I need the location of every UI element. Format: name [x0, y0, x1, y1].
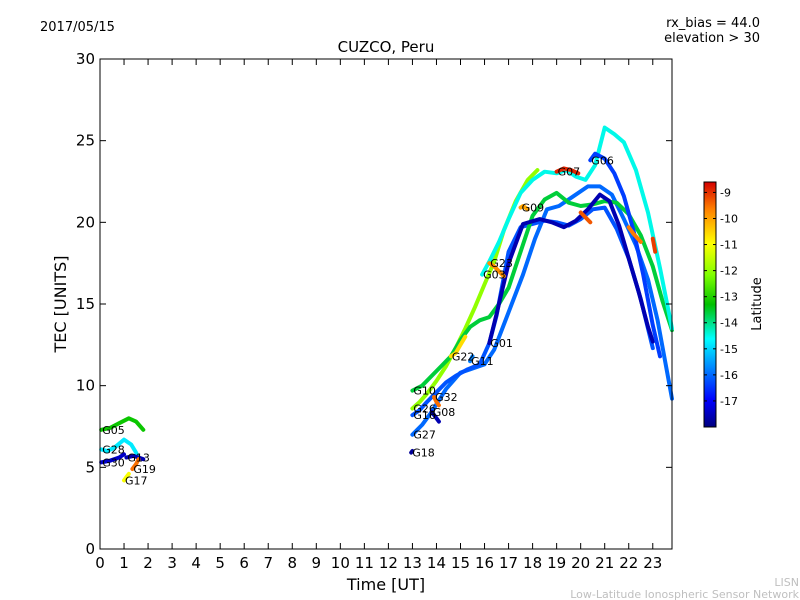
colorbar-label: Latitude	[750, 277, 765, 331]
x-tick-label: 2	[143, 554, 153, 572]
trace-g08	[429, 409, 441, 424]
x-tick-label: 15	[451, 554, 470, 572]
trace-g18	[409, 449, 415, 455]
label-g03: G03	[483, 269, 506, 282]
trace-g09	[518, 204, 530, 212]
label-g30: G30	[102, 456, 125, 469]
label-g23: G23	[490, 257, 513, 270]
label-g09: G09	[522, 202, 545, 215]
trace-g03	[480, 125, 674, 331]
trace-unlabeled-22	[626, 225, 643, 244]
label-g32: G32	[435, 391, 458, 404]
axis-ticks: 0 1 2 3 4 5 6 7 8 9 10 11 12 13 14 15 16 17 18 19 20 21 22 2305…	[76, 50, 672, 572]
x-tick-label: 23	[643, 554, 662, 572]
x-tick-label: 3	[167, 554, 177, 572]
trace-g23	[487, 261, 506, 279]
colorbar-tick-label: -15	[720, 343, 738, 356]
label-g13: G13	[127, 452, 150, 465]
label-g18: G18	[412, 447, 435, 460]
data-layer	[99, 125, 674, 483]
x-tick-label: 10	[331, 554, 350, 572]
date-label: 2017/05/15	[40, 20, 115, 35]
y-tick-label: 0	[85, 540, 95, 558]
label-g05: G05	[102, 424, 125, 437]
trace-g06	[588, 151, 662, 359]
x-tick-label: 21	[595, 554, 614, 572]
plot-area	[100, 59, 672, 549]
x-tick-label: 16	[475, 554, 494, 572]
colorbar-tick-label: -10	[720, 212, 738, 225]
trace-g32	[432, 395, 441, 408]
y-tick-label: 5	[85, 458, 95, 476]
rx-bias-label: rx_bias = 44.0	[666, 16, 760, 31]
trace-g17	[122, 471, 131, 483]
x-tick-label: 14	[427, 554, 446, 572]
label-g08: G08	[433, 406, 456, 419]
y-tick-label: 15	[76, 295, 95, 313]
trace-g11	[468, 354, 475, 364]
colorbar-tick-label: -12	[720, 265, 738, 278]
credit-network: Low-Latitude Ionospheric Sensor Network	[570, 588, 799, 600]
x-axis-label: Time [UT]	[346, 575, 425, 594]
elevation-label: elevation > 30	[664, 31, 760, 46]
x-tick-label: 8	[287, 554, 297, 572]
colorbar	[703, 181, 717, 428]
colorbar-tick-label: -17	[720, 395, 738, 408]
trace-g05	[99, 416, 146, 432]
label-g11: G11	[471, 355, 494, 368]
trace-g30	[99, 452, 126, 465]
trace-g28	[99, 437, 141, 462]
x-tick-label: 13	[403, 554, 422, 572]
trace-g07	[554, 166, 581, 176]
x-tick-label: 22	[619, 554, 638, 572]
trace-unlabeled-23	[650, 236, 658, 254]
label-g27: G27	[413, 429, 436, 442]
label-g26: G26	[413, 403, 436, 416]
x-tick-label: 20	[571, 554, 590, 572]
x-tick-label: 11	[355, 554, 374, 572]
y-axis-label: TEC [UNITS]	[51, 256, 70, 354]
label-g16: G16	[413, 409, 436, 422]
y-tick-label: 25	[76, 132, 95, 150]
label-g19: G19	[133, 463, 156, 476]
label-g06: G06	[591, 154, 614, 167]
colorbar-ticks: -9 -10 -11 -12 -13 -14 -15 -16 -17	[704, 186, 738, 408]
colorbar-tick-label: -11	[720, 239, 738, 252]
x-tick-label: 19	[547, 554, 566, 572]
colorbar-tick-label: -14	[720, 317, 738, 330]
y-tick-label: 20	[76, 213, 95, 231]
x-tick-label: 9	[312, 554, 322, 572]
y-tick-label: 30	[76, 50, 95, 68]
x-tick-label: 5	[215, 554, 225, 572]
x-tick-label: 6	[239, 554, 249, 572]
colorbar-tick-label: -13	[720, 291, 738, 304]
trace-g22	[448, 334, 468, 359]
label-g17: G17	[125, 474, 148, 487]
x-tick-label: 18	[523, 554, 542, 572]
label-g01: G01	[490, 337, 513, 350]
x-tick-label: 0	[95, 554, 105, 572]
x-tick-label: 4	[191, 554, 201, 572]
x-tick-label: 7	[263, 554, 273, 572]
colorbar-tick-label: -16	[720, 369, 738, 382]
label-g28: G28	[102, 443, 125, 456]
credit-lisn: LISN	[774, 576, 799, 589]
colorbar-tick-label: -9	[720, 186, 731, 199]
label-g10: G10	[413, 385, 436, 398]
label-g22: G22	[452, 350, 475, 363]
x-tick-label: 12	[379, 554, 398, 572]
y-tick-label: 10	[76, 377, 95, 395]
chart-title: CUZCO, Peru	[338, 38, 435, 56]
label-g07: G07	[558, 166, 581, 179]
x-tick-label: 17	[499, 554, 518, 572]
trace-g19	[130, 457, 141, 471]
trace-unlabeled-21	[578, 210, 593, 225]
x-tick-label: 1	[119, 554, 129, 572]
